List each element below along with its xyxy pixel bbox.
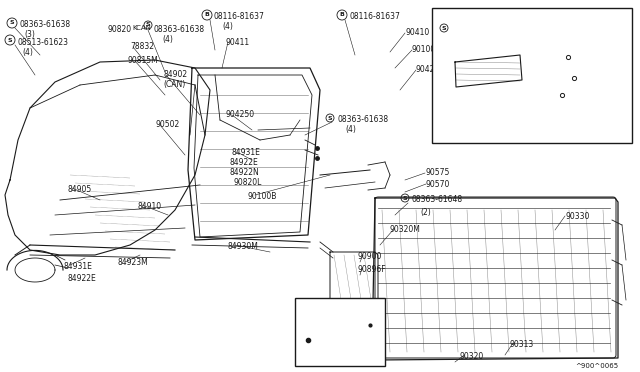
Text: 90570: 90570: [425, 180, 449, 189]
Text: 08116-81637: 08116-81637: [349, 12, 400, 21]
Text: 08518-61912: 08518-61912: [450, 26, 500, 35]
Text: (2): (2): [420, 208, 431, 217]
Text: 84931E: 84931E: [232, 148, 261, 157]
Text: 90820: 90820: [108, 25, 132, 34]
Text: OP: OP: [298, 304, 310, 313]
Text: 90320M: 90320M: [390, 225, 421, 234]
Text: B: B: [205, 13, 209, 17]
Text: 84910: 84910: [137, 202, 161, 211]
Text: 08363-61648: 08363-61648: [412, 195, 463, 204]
Text: (4): (4): [462, 36, 473, 45]
Text: USA: USA: [590, 16, 607, 25]
Text: 84905: 84905: [67, 185, 92, 194]
Text: 08116-81637: 08116-81637: [214, 12, 265, 21]
Text: 904250: 904250: [225, 110, 254, 119]
Text: 08513-61623: 08513-61623: [17, 38, 68, 47]
Text: S: S: [328, 115, 332, 121]
Text: (4): (4): [22, 48, 33, 57]
Text: 84936: 84936: [565, 82, 589, 91]
Bar: [295, 298, 385, 366]
Text: B: B: [340, 13, 344, 17]
Text: 90100: 90100: [412, 45, 436, 54]
Bar: [432, 8, 632, 143]
Text: ^900^0065: ^900^0065: [575, 363, 618, 369]
Text: 08363-61638: 08363-61638: [19, 20, 70, 29]
Text: 739900: 739900: [448, 50, 477, 59]
Text: 90410: 90410: [405, 28, 429, 37]
Text: S: S: [10, 20, 14, 26]
Text: 90100B: 90100B: [248, 192, 277, 201]
Text: S: S: [442, 26, 446, 31]
Text: OP: SUN ROOF: OP: SUN ROOF: [436, 16, 504, 25]
Text: 84922N: 84922N: [230, 168, 260, 177]
Text: 84930M: 84930M: [228, 242, 259, 251]
Text: 84922E: 84922E: [230, 158, 259, 167]
Text: S: S: [403, 196, 407, 201]
Text: S: S: [8, 38, 12, 42]
Text: 90320: 90320: [460, 352, 484, 361]
Text: (CAN): (CAN): [163, 80, 185, 89]
Text: 90502: 90502: [155, 120, 179, 129]
Text: 90900: 90900: [330, 310, 355, 319]
Text: 90815M: 90815M: [128, 56, 159, 65]
Text: 90330: 90330: [565, 212, 589, 221]
Text: KCAN: KCAN: [132, 25, 151, 31]
Text: 904240: 904240: [415, 65, 444, 74]
Text: (4): (4): [162, 35, 173, 44]
Text: 84998M: 84998M: [570, 70, 601, 79]
Text: 84902: 84902: [163, 70, 187, 79]
Text: 08363-61638: 08363-61638: [154, 25, 205, 34]
Text: (3): (3): [24, 30, 35, 39]
Text: 90411: 90411: [225, 38, 249, 47]
Text: 84931E: 84931E: [63, 262, 92, 271]
Text: S: S: [146, 22, 150, 28]
Text: 78832: 78832: [130, 42, 154, 51]
Text: 84922E: 84922E: [68, 274, 97, 283]
Text: 08363-61638: 08363-61638: [337, 115, 388, 124]
Text: (4): (4): [345, 125, 356, 134]
Text: 90575: 90575: [425, 168, 449, 177]
Text: 90900: 90900: [358, 252, 382, 261]
Text: (4): (4): [222, 22, 233, 31]
Text: 84923M: 84923M: [118, 258, 148, 267]
Text: 84935: 84935: [567, 94, 591, 103]
Text: 90896F: 90896F: [358, 265, 387, 274]
Text: 90820L: 90820L: [234, 178, 262, 187]
Text: 90313: 90313: [510, 340, 534, 349]
